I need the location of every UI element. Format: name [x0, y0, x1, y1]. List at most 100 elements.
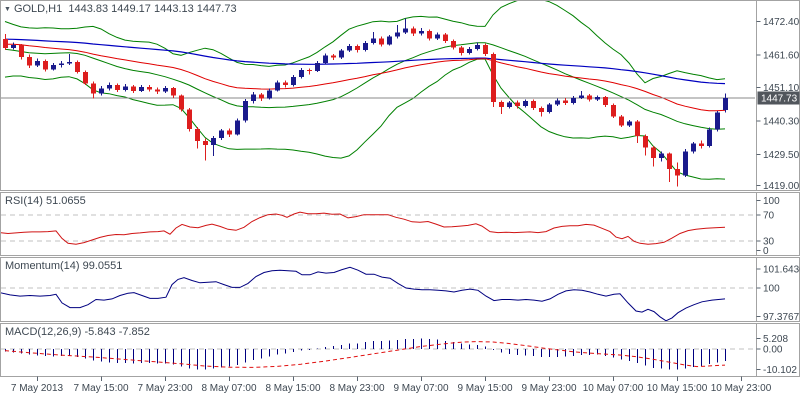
- macd-axis-label: -10.102: [763, 365, 797, 376]
- candle-body: [707, 129, 712, 147]
- candle-body: [547, 104, 552, 113]
- candle-body: [683, 151, 688, 176]
- candle-body: [651, 147, 656, 158]
- candle-body: [579, 95, 584, 98]
- candle-body: [387, 36, 392, 45]
- candle-body: [643, 135, 648, 148]
- bollinger-middle-line: [4, 42, 726, 130]
- price-axis-label: 1451.10: [763, 83, 800, 94]
- candle-body: [619, 116, 624, 126]
- candle-body: [251, 94, 256, 101]
- price-axis-label: 1429.50: [763, 150, 800, 161]
- candle-body: [291, 77, 296, 86]
- candle-body: [67, 61, 72, 64]
- candle-body: [347, 46, 352, 51]
- candle-body: [227, 130, 232, 135]
- time-axis-label: 7 May 23:00: [137, 383, 192, 394]
- candle-body: [459, 47, 464, 54]
- candle-body: [259, 94, 264, 99]
- candle-body: [163, 88, 168, 92]
- bollinger-lower-line: [4, 58, 726, 180]
- candles-layer: [3, 18, 728, 187]
- candle-body: [243, 100, 248, 121]
- price-axis-label: 1472.40: [763, 17, 800, 28]
- candle-body: [587, 95, 592, 100]
- candle-body: [299, 69, 304, 78]
- main-plot-area[interactable]: [1, 0, 755, 187]
- candle-body: [571, 97, 576, 104]
- candle-body: [563, 100, 568, 104]
- candle-body: [411, 28, 416, 34]
- panel-macd[interactable]: [0, 323, 800, 377]
- ma-fast-line: [5, 43, 726, 112]
- candle-body: [307, 69, 312, 72]
- candle-body: [627, 121, 632, 126]
- candle-body: [355, 46, 360, 51]
- candle-body: [235, 120, 240, 135]
- candle-body: [699, 143, 704, 147]
- candle-body: [27, 57, 32, 66]
- rsi-line: [1, 211, 726, 245]
- candle-body: [539, 108, 544, 113]
- panel-momentum[interactable]: [0, 257, 800, 322]
- time-axis-label: 10 May 15:00: [647, 383, 708, 394]
- price-axis-label: 1419.00: [763, 181, 800, 192]
- candle-body: [395, 32, 400, 37]
- panel-main[interactable]: [0, 0, 800, 191]
- candle-body: [723, 97, 728, 111]
- momentum-axis-label: 101.6436: [763, 265, 800, 276]
- candle-body: [131, 86, 136, 91]
- candle-body: [315, 63, 320, 71]
- candle-body: [203, 140, 208, 146]
- candle-body: [171, 88, 176, 96]
- panel-rsi[interactable]: [0, 192, 800, 256]
- ma-slow-line: [4, 38, 726, 85]
- candle-body: [51, 64, 56, 70]
- candle-body: [443, 34, 448, 42]
- rsi-axis-label: 30: [763, 237, 775, 248]
- time-axis-label: 10 May 07:00: [583, 383, 644, 394]
- candle-body: [379, 38, 384, 45]
- candle-body: [19, 44, 24, 58]
- candle-body: [195, 128, 200, 141]
- rsi-axis-label: 70: [763, 211, 775, 222]
- current-price-tag: [757, 91, 800, 105]
- time-axis-label: 8 May 23:00: [329, 383, 384, 394]
- candle-body: [155, 89, 160, 92]
- candle-body: [499, 101, 504, 107]
- candle-body: [531, 100, 536, 109]
- time-axis-label: 9 May 07:00: [393, 383, 448, 394]
- current-price-tag-text: 1447.73: [761, 93, 798, 104]
- candle-body: [323, 55, 328, 64]
- candle-body: [139, 87, 144, 91]
- candle-body: [635, 121, 640, 136]
- time-axis-label: 8 May 07:00: [201, 383, 256, 394]
- candle-body: [491, 53, 496, 102]
- time-axis-label: 10 May 23:00: [711, 383, 772, 394]
- candle-body: [275, 82, 280, 91]
- macd-axis-label: 5.208: [763, 334, 788, 345]
- candle-body: [59, 63, 64, 65]
- price-axis-label: 1440.30: [763, 117, 800, 128]
- candle-body: [211, 138, 216, 146]
- candle-body: [331, 55, 336, 58]
- candle-body: [555, 100, 560, 105]
- candle-body: [483, 45, 488, 54]
- price-axis-label: 1461.60: [763, 51, 800, 62]
- rsi-axis-label: 100: [763, 196, 780, 207]
- candle-body: [75, 61, 80, 73]
- candle-body: [147, 87, 152, 90]
- momentum-axis-label: 97.3767: [763, 312, 800, 323]
- candle-body: [435, 34, 440, 39]
- candle-body: [179, 95, 184, 110]
- candle-body: [715, 112, 720, 130]
- candle-body: [115, 85, 120, 91]
- macd-axis-label: 0.00: [763, 345, 783, 356]
- candle-body: [403, 28, 408, 33]
- candle-body: [595, 97, 600, 100]
- candle-body: [43, 60, 48, 70]
- candle-body: [451, 41, 456, 48]
- candle-body: [363, 42, 368, 51]
